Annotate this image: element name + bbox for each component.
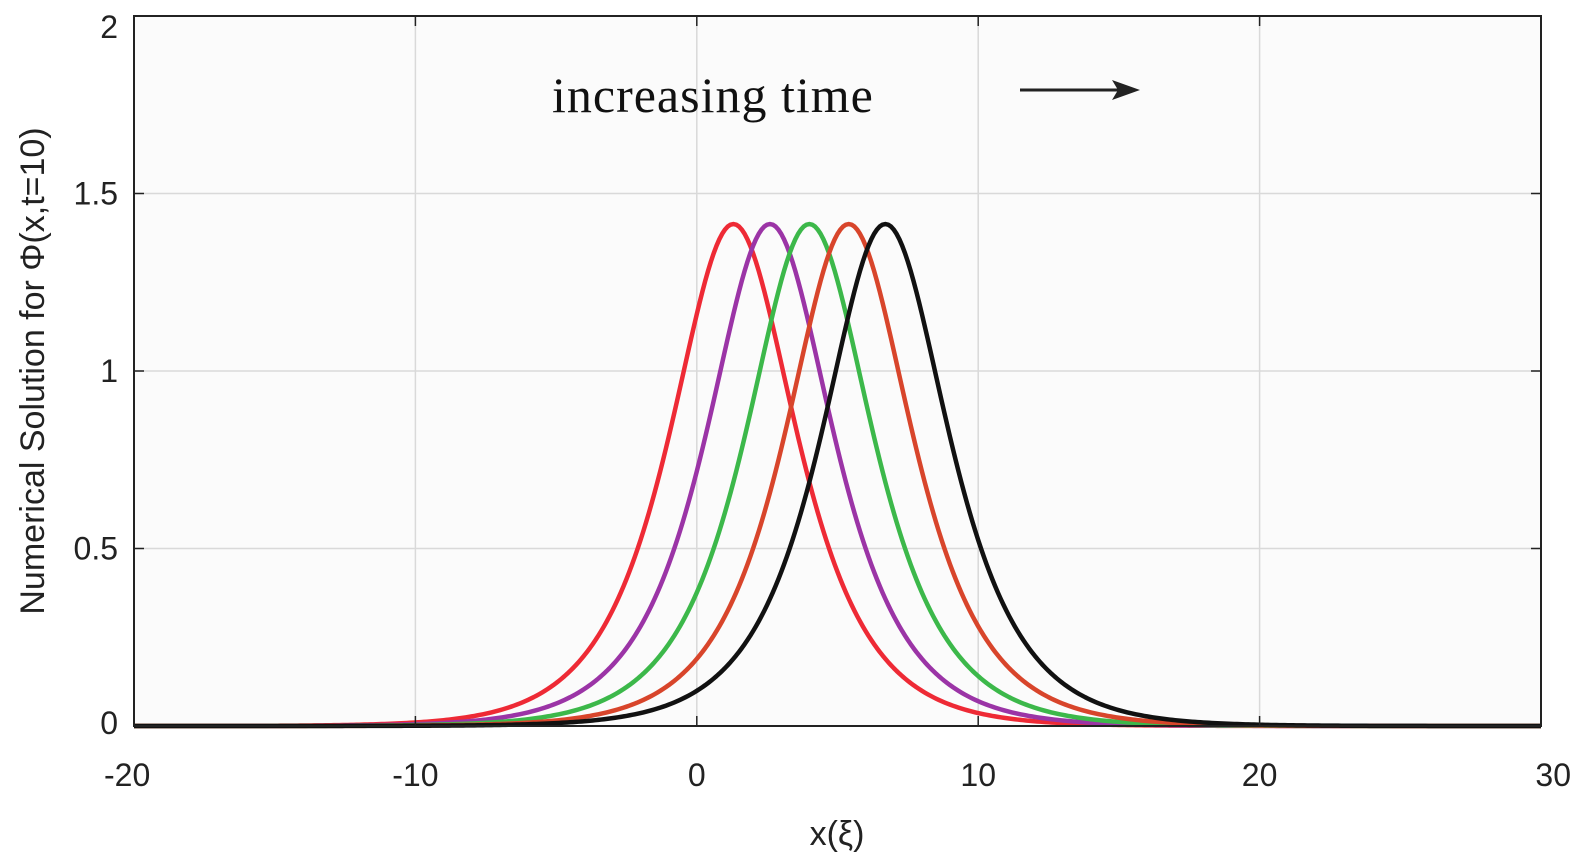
y-tick-label: 0	[100, 705, 118, 741]
y-tick-label: 1	[100, 353, 118, 389]
x-tick-label: -20	[104, 757, 150, 793]
tick-labels: -20 -10 0 10 20 30 0 0.5 1 1.5 2	[74, 9, 1571, 793]
annotation-text: increasing time	[552, 67, 874, 123]
x-tick-label: 10	[960, 757, 996, 793]
y-tick-label: 0.5	[74, 531, 118, 567]
ticks	[133, 15, 1542, 727]
y-tick-label: 2	[100, 9, 118, 45]
x-tick-label: 0	[688, 757, 706, 793]
y-axis-label: Numerical Solution for Φ(x,t=10)	[14, 127, 52, 614]
y-tick-label: 1.5	[74, 176, 118, 212]
x-tick-label: -10	[392, 757, 438, 793]
x-tick-label: 30	[1535, 757, 1571, 793]
x-tick-label: 20	[1242, 757, 1278, 793]
x-axis-label: x(ξ)	[810, 815, 865, 853]
arrow-right-icon	[1020, 80, 1140, 100]
